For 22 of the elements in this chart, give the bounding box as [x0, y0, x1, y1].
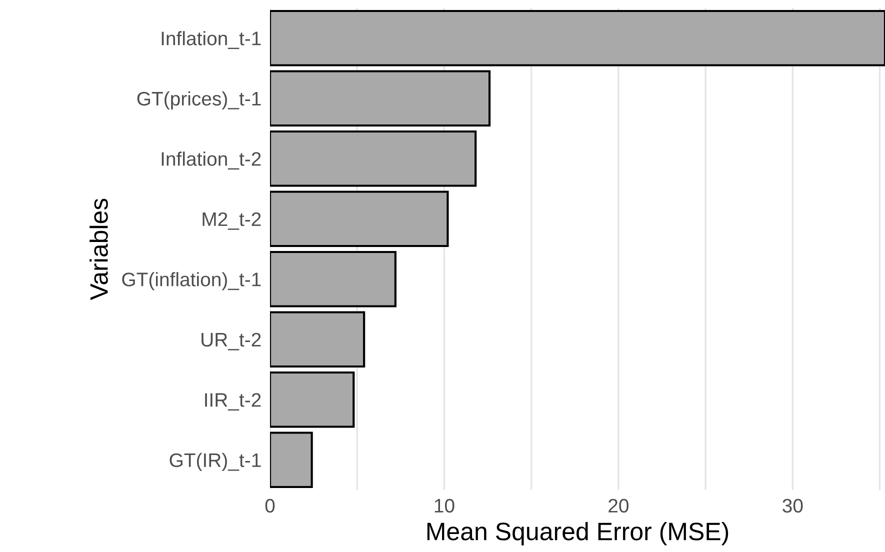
x-tick-label: 30	[782, 498, 803, 513]
bar	[270, 432, 313, 488]
y-axis-title: Variables	[90, 198, 108, 300]
y-tick-label: GT(IR)_t-1	[170, 452, 261, 471]
y-tick-label: M2_t-2	[202, 212, 261, 230]
y-tick-label: GT(prices)_t-1	[137, 91, 261, 110]
x-tick-label: 0	[265, 498, 275, 513]
bar	[270, 130, 477, 187]
y-tick-label: Inflation_t-2	[162, 152, 261, 170]
bar	[270, 10, 885, 66]
x-tick-label: 10	[434, 498, 454, 513]
x-tick-label: 20	[608, 498, 628, 513]
y-tick-label: Inflation_t-1	[162, 31, 261, 50]
bar	[270, 311, 366, 368]
bar	[270, 70, 491, 127]
x-axis-title: Mean Squared Error (MSE)	[427, 522, 728, 546]
bar	[270, 250, 396, 308]
bar	[270, 190, 449, 248]
y-tick-label: UR_t-2	[202, 332, 261, 350]
y-tick-label: GT(inflation)_t-1	[122, 272, 261, 290]
bar	[270, 371, 355, 428]
y-tick-label: IIR_t-2	[205, 393, 261, 411]
